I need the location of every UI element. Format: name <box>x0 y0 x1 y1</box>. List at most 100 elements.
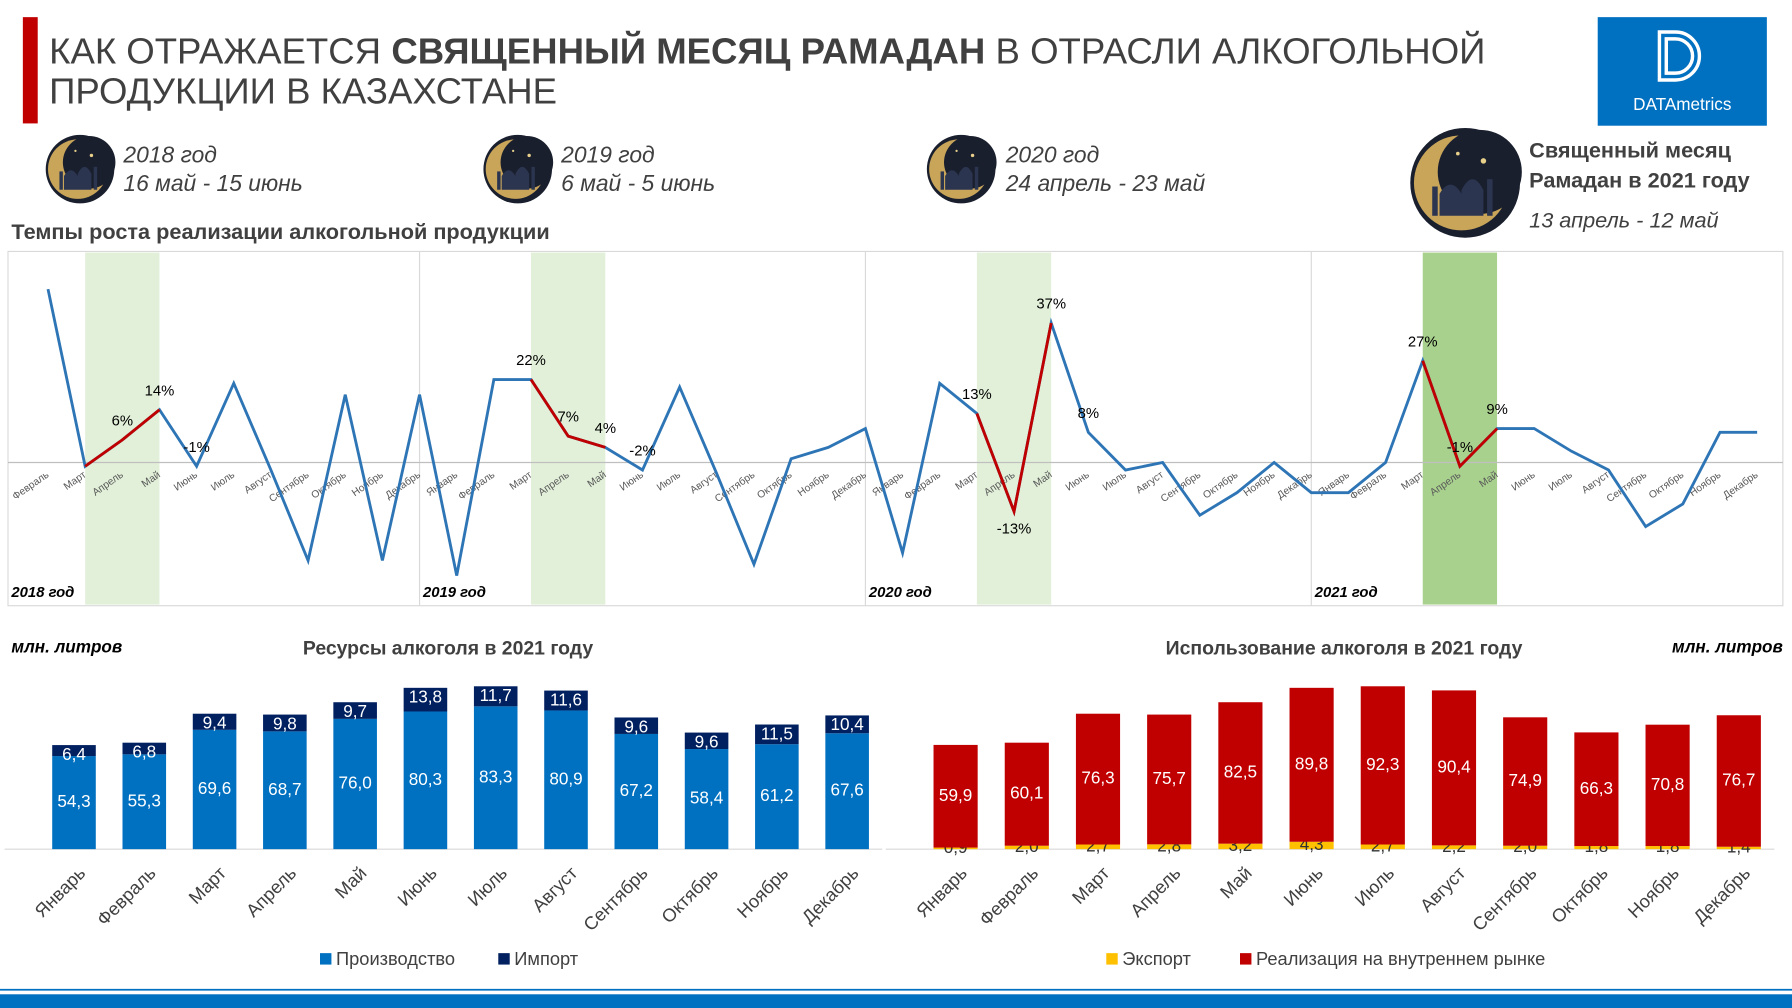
data-label: 11,5 <box>761 723 793 743</box>
bar-segment <box>192 729 237 850</box>
x-tick-label: Ноябрь <box>795 469 831 499</box>
ramadan-year: 2018 год <box>122 142 217 168</box>
data-label: 11,7 <box>480 685 512 705</box>
x-tick-label: Февраль <box>975 862 1042 929</box>
ramadan-line <box>529 378 606 449</box>
x-tick-label: Июнь <box>1064 470 1092 494</box>
bar-segment <box>1503 845 1548 850</box>
data-label: 6% <box>112 414 133 430</box>
x-tick-label: Июнь <box>1510 470 1538 494</box>
bar-segment <box>1716 846 1761 850</box>
bar-segment <box>122 742 167 755</box>
ramadan-year: 2020 год <box>1005 142 1100 168</box>
year-label: 2021 год <box>1314 585 1378 601</box>
data-label: 7% <box>557 410 578 426</box>
data-label: 11,6 <box>550 689 582 709</box>
legend-label: Реализация на внутреннем рынке <box>1256 948 1545 969</box>
x-tick-label: Январь <box>871 470 906 499</box>
footer-bar <box>0 994 1792 1008</box>
bar-segment <box>52 745 96 757</box>
data-label: 10,4 <box>830 714 864 734</box>
data-label: 75,7 <box>1153 768 1186 788</box>
data-label: 6,8 <box>132 742 156 762</box>
x-tick-label: Март <box>1068 862 1114 908</box>
title-part: В ОТРАСЛИ АЛКОГОЛЬНОЙ <box>996 29 1486 71</box>
x-tick-label: Июнь <box>618 470 646 494</box>
x-tick-label: Апрель <box>1126 862 1185 921</box>
bar-segment <box>755 744 799 850</box>
bar-segment <box>544 690 588 711</box>
bar-segment <box>1147 844 1192 850</box>
moon-icon <box>926 134 997 204</box>
x-tick-label: Ноябрь <box>1623 862 1683 922</box>
x-tick-label: Июнь <box>1279 862 1327 910</box>
data-label: 67,6 <box>830 780 863 800</box>
bar-segment <box>1503 717 1548 846</box>
bar-segment <box>263 731 307 850</box>
data-label: 68,7 <box>268 779 301 799</box>
bar-segment <box>333 718 377 850</box>
ramadan-line <box>975 322 1053 517</box>
ramadan-band <box>85 252 160 605</box>
bar-segment <box>1645 846 1690 850</box>
data-label: 54,3 <box>57 791 90 811</box>
bar-segment <box>333 702 377 719</box>
bar-segment <box>1645 724 1690 847</box>
x-tick-label: Август <box>1134 469 1166 496</box>
x-tick-label: Август <box>243 469 275 496</box>
title-line-2: ПРОДУКЦИИ В КАЗАХСТАНЕ <box>49 70 557 111</box>
x-tick-label: Июль <box>209 470 237 494</box>
x-tick-label: Март <box>184 862 230 908</box>
data-label: 67,2 <box>620 780 653 800</box>
data-label: 89,8 <box>1295 753 1328 773</box>
x-tick-label: Январь <box>30 862 89 921</box>
x-tick-label: Сентябрь <box>1468 862 1541 935</box>
ramadan-year: 2019 год <box>560 142 655 168</box>
x-tick-label: Февраль <box>11 470 51 503</box>
unit-label: млн. литров <box>11 637 122 657</box>
bar-segment <box>1289 841 1334 850</box>
bar-segment <box>614 717 659 734</box>
x-tick-label: Февраль <box>903 470 943 503</box>
x-tick-label: Октябрь <box>1547 862 1612 927</box>
title-part: КАК ОТРАЖАЕТСЯ <box>49 30 381 71</box>
chart-title: Темпы роста реализации алкогольной проду… <box>11 219 549 244</box>
ramadan-line <box>84 408 161 468</box>
x-tick-label: Апрель <box>242 862 301 921</box>
data-label: 90,4 <box>1437 756 1471 776</box>
bar-segment <box>403 687 448 712</box>
legend-label: Производство <box>336 948 455 969</box>
bar-segment <box>684 732 729 750</box>
bar-segment <box>192 713 237 730</box>
x-tick-label: Сентябрь <box>579 862 652 935</box>
legend-label: Импорт <box>514 948 578 969</box>
data-label: 22% <box>516 353 546 369</box>
data-label: 9,4 <box>203 713 227 733</box>
data-label: 6,4 <box>62 744 86 764</box>
data-label: 59,9 <box>939 785 972 805</box>
bar-segment <box>1289 687 1334 842</box>
logo-part: metrics <box>1676 94 1731 114</box>
x-tick-label: Декабрь <box>1721 469 1761 502</box>
x-tick-label: Июнь <box>172 470 200 494</box>
ramadan-2021-title: Рамадан в 2021 году <box>1529 167 1750 192</box>
x-tick-label: Март <box>1400 469 1427 492</box>
x-tick-label: Июль <box>463 862 511 910</box>
data-label: 76,7 <box>1722 770 1755 790</box>
x-tick-label: Октябрь <box>1201 469 1240 502</box>
bar-segment <box>684 749 729 850</box>
data-label: -2% <box>629 444 655 460</box>
plot-frame <box>7 250 1784 607</box>
legend-swatch <box>498 953 510 965</box>
x-tick-label: Июнь <box>393 862 441 910</box>
x-tick-label: Август <box>1580 469 1612 496</box>
data-label: 13,8 <box>409 687 442 707</box>
data-label: 82,5 <box>1224 761 1257 781</box>
x-tick-label: Октябрь <box>657 862 722 927</box>
bar-segment <box>755 724 799 745</box>
x-tick-label: Май <box>1216 862 1256 902</box>
bar-segment <box>52 756 96 850</box>
bar-segment <box>1004 742 1049 846</box>
bar-segment <box>1716 715 1761 847</box>
x-tick-label: Октябрь <box>755 469 794 502</box>
